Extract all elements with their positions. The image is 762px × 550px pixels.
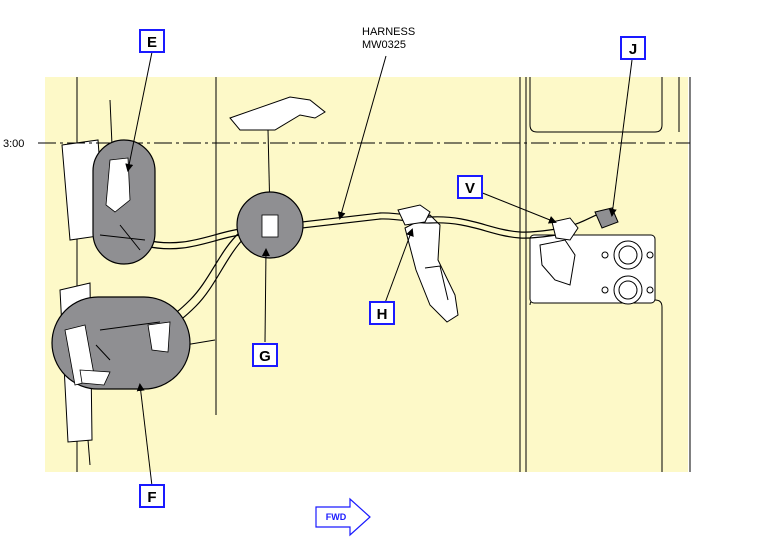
- fwd-arrow: FWD: [315, 497, 371, 537]
- callout-g-label: G: [259, 348, 271, 365]
- callout-h-label: H: [377, 306, 388, 323]
- detail-g: [236, 191, 304, 259]
- connector-v: [551, 217, 579, 241]
- callout-e-label: E: [147, 34, 157, 51]
- detail-e: [92, 139, 156, 265]
- harness-label-line2: MW0325: [362, 39, 406, 51]
- clock-label: 3:00: [3, 138, 24, 150]
- callout-j-label: J: [629, 41, 637, 58]
- leader-lines: [125, 51, 633, 487]
- callout-g: G: [252, 343, 278, 367]
- callout-v-label: V: [465, 180, 475, 197]
- callout-j: J: [620, 36, 646, 60]
- callout-v: V: [457, 175, 483, 199]
- callout-e: E: [139, 29, 165, 53]
- callout-f: F: [139, 484, 165, 508]
- harness-label-line1: HARNESS: [362, 26, 415, 38]
- connector-h: [397, 204, 431, 226]
- callout-h: H: [369, 301, 395, 325]
- fwd-label: FWD: [326, 512, 347, 522]
- detail-f: [51, 296, 191, 390]
- callout-f-label: F: [147, 489, 156, 506]
